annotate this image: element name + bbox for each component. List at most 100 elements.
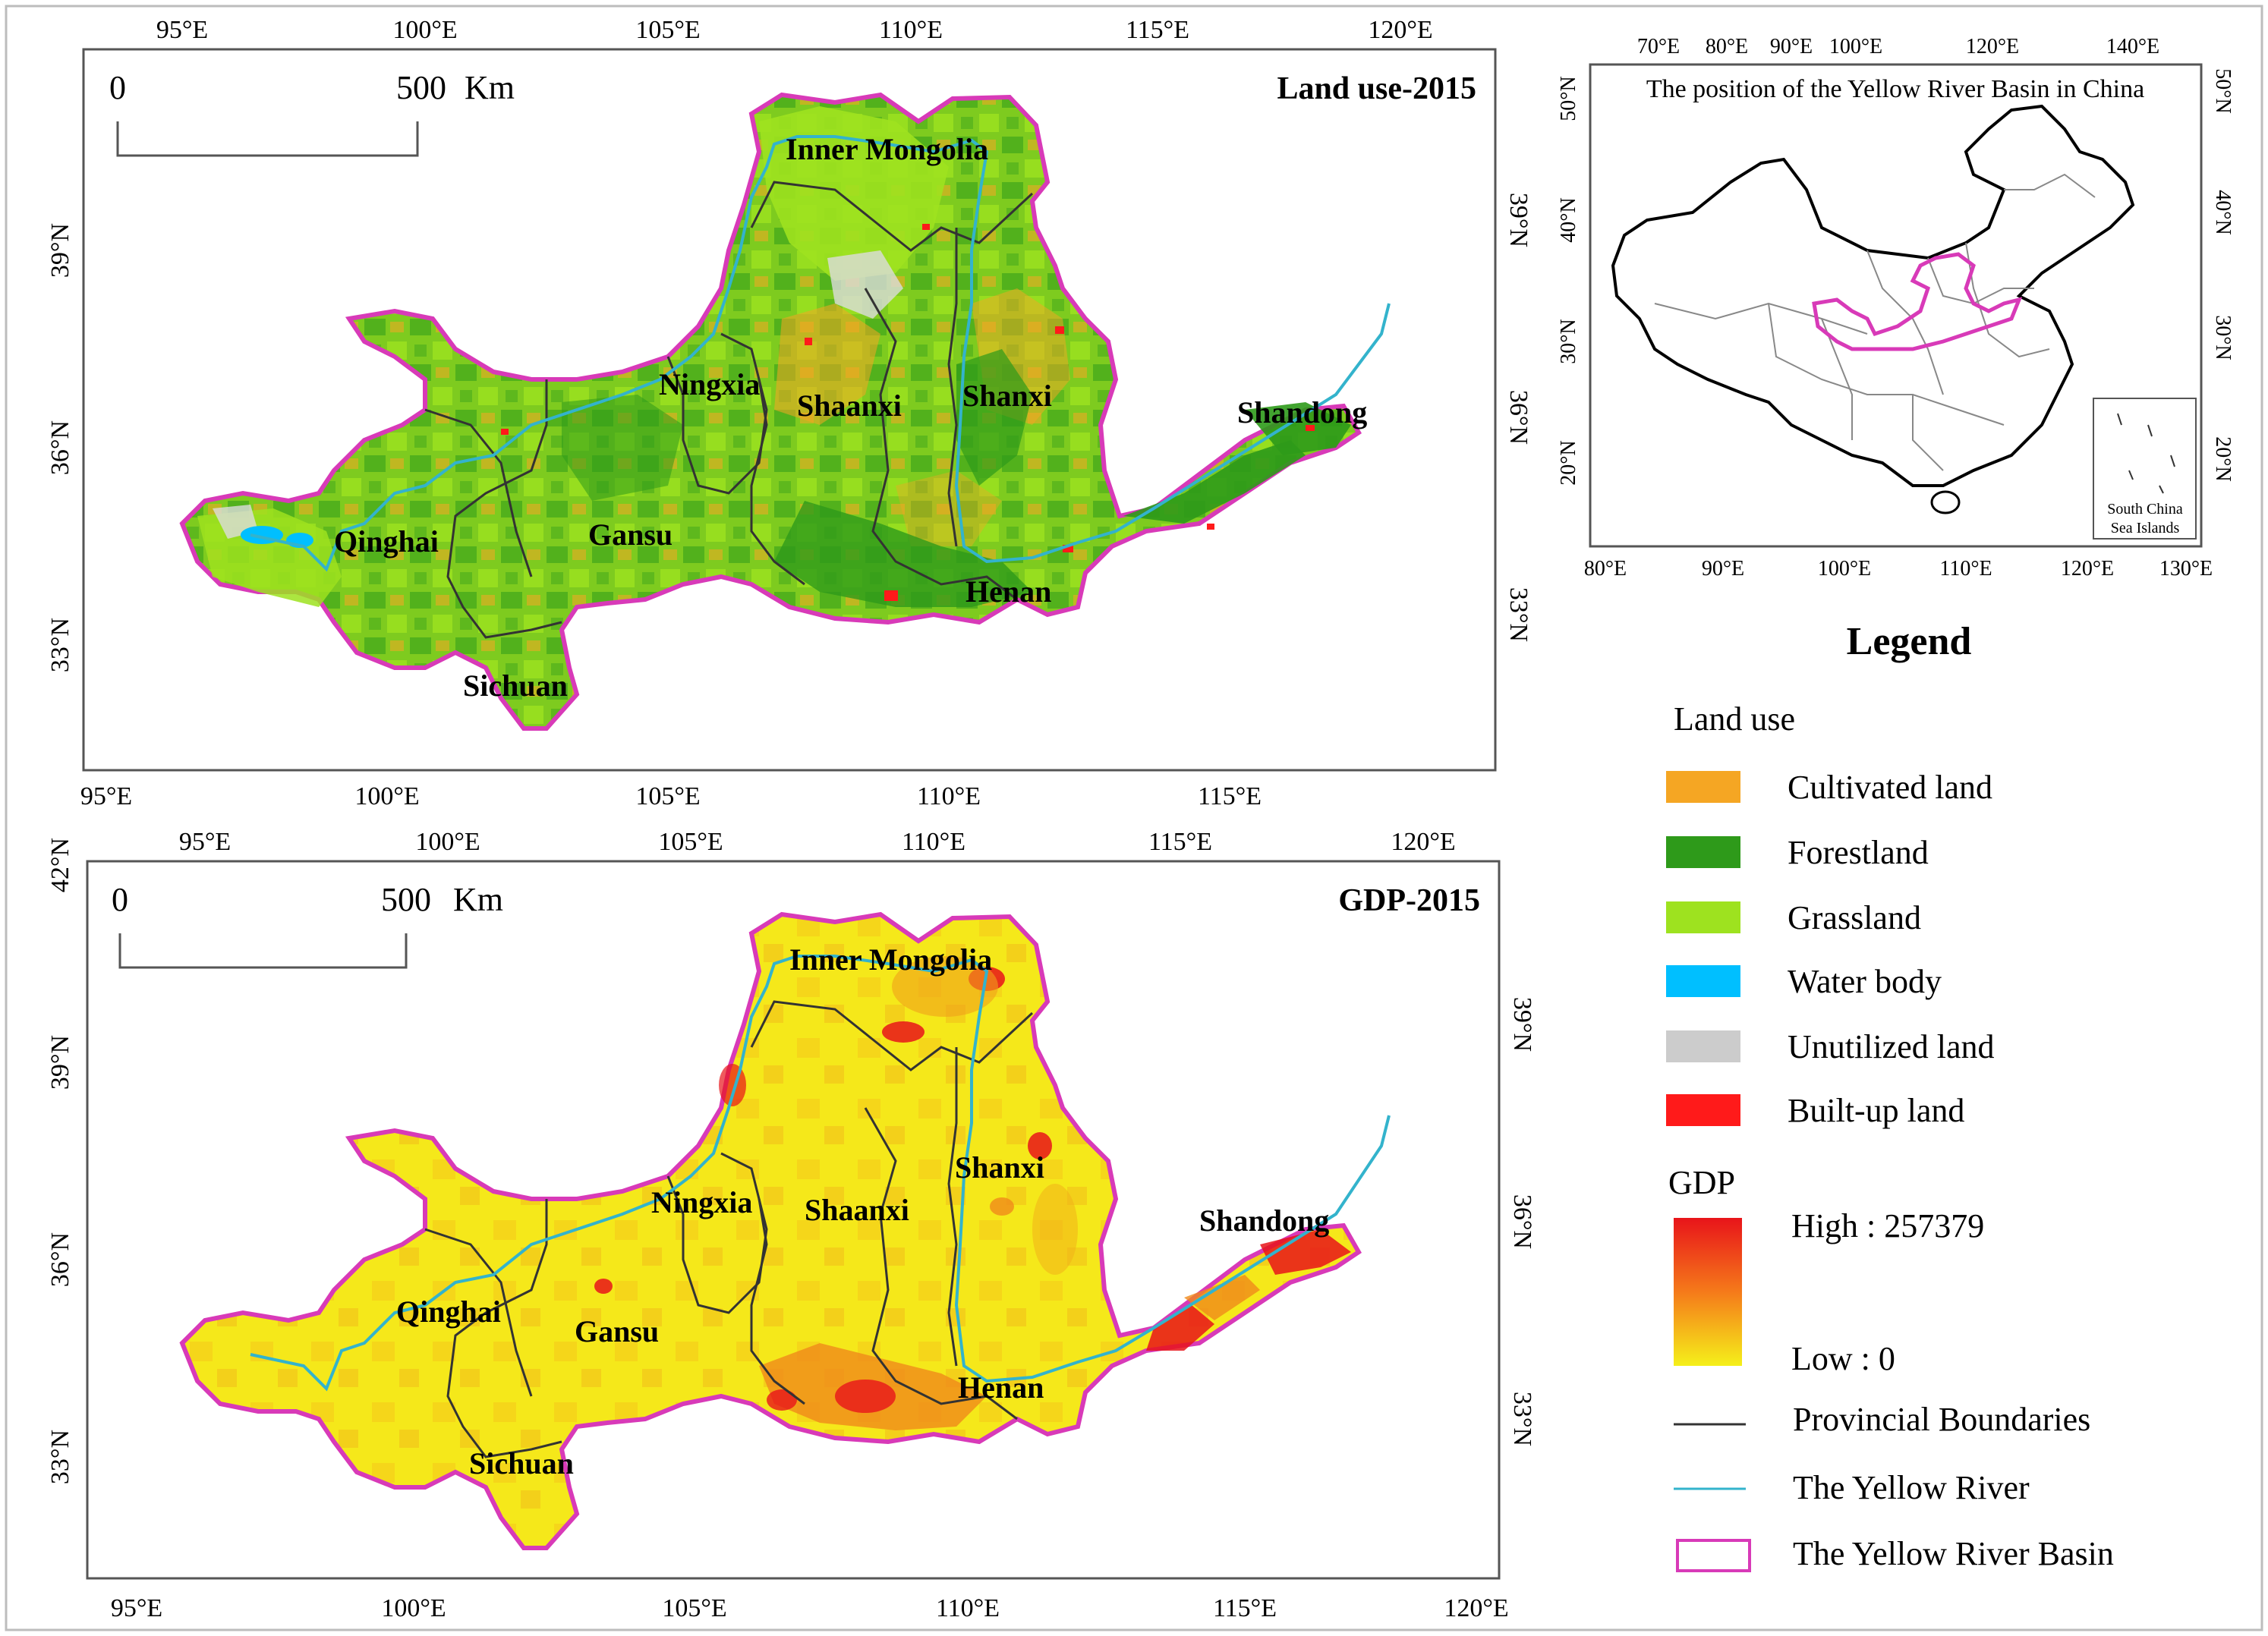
lat-tick: 33°N [1504, 587, 1532, 642]
lat-tick: 33°N [1508, 1392, 1536, 1446]
lat-tick: 39°N [46, 1035, 74, 1090]
province-label: Shanxi [962, 379, 1052, 413]
legend-label-basin: The Yellow River Basin [1793, 1535, 2114, 1572]
legend-basin-box [1676, 1539, 1751, 1572]
inset-lon-tick: 70°E [1637, 35, 1680, 58]
scale-bar [116, 121, 419, 157]
lon-tick: 110°E [936, 1594, 1000, 1622]
province-label: Shanxi [955, 1150, 1044, 1185]
lon-tick: 115°E [1213, 1594, 1277, 1622]
yellow-river-basin-gdp [179, 911, 1362, 1550]
inset-lat-tick: 20°N [2211, 436, 2235, 481]
lon-tick: 115°E [1198, 782, 1262, 810]
forest-area [1245, 402, 1351, 455]
inset-lon-tick: 90°E [1770, 35, 1813, 58]
lat-tick: 39°N [46, 223, 74, 278]
legend-gdp-ramp [1674, 1218, 1742, 1366]
legend-swatch-cultivated [1666, 771, 1740, 803]
yellow-river-line [250, 955, 1391, 1392]
inset-lon-tick: 100°E [1829, 35, 1882, 58]
province-label: Inner Mongolia [786, 132, 988, 166]
legend-gdp-low: Low : 0 [1791, 1340, 1895, 1377]
yellow-river-line [250, 135, 1391, 572]
legend-label-grass: Grassland [1788, 899, 1921, 936]
lon-tick: 115°E [1148, 828, 1212, 856]
lon-tick: 100°E [381, 1594, 446, 1622]
lat-tick: 36°N [1504, 390, 1532, 445]
legend-swatch-unutilized [1666, 1030, 1740, 1062]
china-inset-map: 70°E 80°E 90°E 100°E 120°E 140°E 80°E 90… [1557, 35, 2235, 580]
lon-tick: 110°E [917, 782, 981, 810]
legend-gdp-high: High : 257379 [1791, 1207, 1984, 1244]
province-label: Ningxia [659, 367, 760, 401]
legend-landuse-heading: Land use [1674, 700, 1795, 738]
inset-title: The position of the Yellow River Basin i… [1646, 75, 2144, 103]
forest-area [562, 395, 683, 501]
inset-lat-tick: 50°N [2211, 68, 2235, 113]
scale-bar [118, 933, 408, 969]
province-label: Sichuan [469, 1446, 574, 1480]
legend: Legend Land use Cultivated land Forestla… [1666, 620, 2114, 1572]
lon-tick: 100°E [354, 782, 419, 810]
sea-label-line2: Sea Islands [2111, 520, 2180, 536]
lat-tick: 33°N [46, 1430, 74, 1484]
inset-lon-tick: 120°E [1966, 35, 2019, 58]
built-up-spots [501, 224, 1315, 601]
scale-max: 500 [396, 69, 446, 106]
legend-title: Legend [1847, 620, 1972, 663]
lon-tick: 95°E [80, 782, 132, 810]
south-china-sea-box [2093, 398, 2197, 540]
inset-lon-tick: 100°E [1818, 557, 1871, 580]
lon-tick: 105°E [658, 828, 723, 856]
inset-yellow-river-basin [1812, 252, 2023, 351]
inset-lat-tick: 50°N [1557, 76, 1580, 121]
lon-tick: 110°E [902, 828, 965, 856]
province-label: Qinghai [396, 1295, 501, 1329]
legend-gdp-heading: GDP [1668, 1164, 1735, 1201]
lat-tick: 39°N [1508, 997, 1536, 1052]
lon-tick: 105°E [635, 782, 700, 810]
inset-lon-tick: 140°E [2106, 35, 2159, 58]
legend-label-water: Water body [1788, 963, 1942, 1000]
hainan-island [1930, 490, 1961, 514]
scale-unit: Km [465, 69, 515, 106]
province-label: Shaanxi [797, 389, 902, 423]
province-label: Gansu [588, 518, 673, 552]
scale-zero: 0 [109, 69, 126, 106]
province-label: Shandong [1237, 395, 1367, 429]
yellow-river-basin-landuse [179, 92, 1362, 731]
lat-tick: 33°N [46, 618, 74, 672]
lon-tick: 110°E [879, 16, 943, 44]
inset-lat-tick: 30°N [2211, 315, 2235, 360]
inset-lon-tick: 130°E [2159, 557, 2213, 580]
legend-swatch-builtup [1666, 1094, 1740, 1126]
legend-label-boundary: Provincial Boundaries [1793, 1401, 2090, 1438]
legend-label-cultivated: Cultivated land [1788, 769, 1992, 806]
lon-tick: 105°E [662, 1594, 726, 1622]
china-outline [1611, 104, 2135, 487]
unutilized-area [827, 250, 903, 319]
lat-tick: 42°N [46, 838, 74, 892]
province-label: Shandong [1199, 1203, 1329, 1238]
scale-max: 500 [381, 881, 431, 918]
lon-tick: 95°E [156, 16, 208, 44]
lon-tick: 120°E [1444, 1594, 1508, 1622]
province-label: Inner Mongolia [789, 942, 992, 977]
lon-tick: 95°E [111, 1594, 162, 1622]
lon-tick: 95°E [179, 828, 231, 856]
forest-area [1123, 440, 1306, 524]
land-use-map: 95°E 100°E 105°E 110°E 115°E 120°E 95°E … [46, 16, 1532, 810]
lat-tick: 36°N [46, 420, 74, 475]
figure-frame [5, 5, 2263, 1631]
legend-label-forest: Forestland [1788, 834, 1929, 871]
province-label: Ningxia [651, 1185, 752, 1219]
legend-label-unutilized: Unutilized land [1788, 1028, 1995, 1065]
lat-tick: 36°N [46, 1232, 74, 1287]
province-label: Henan [958, 1370, 1044, 1405]
scale-zero: 0 [112, 881, 128, 918]
scale-unit: Km [453, 881, 503, 918]
map-title: GDP-2015 [1338, 883, 1480, 918]
sea-islands-marks [2117, 413, 2175, 494]
province-label: Henan [965, 574, 1051, 609]
